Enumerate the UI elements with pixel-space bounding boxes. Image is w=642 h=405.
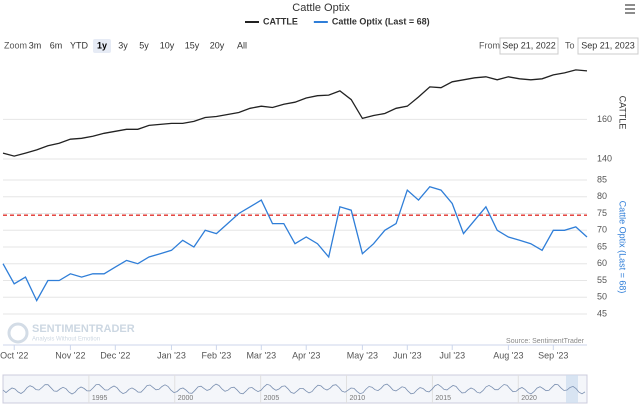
y-tick-label: 85	[597, 174, 607, 184]
watermark-name: SENTIMENTRADER	[32, 323, 135, 335]
navigator[interactable]	[2, 374, 588, 404]
navigator-window[interactable]	[566, 375, 578, 403]
to-input[interactable]	[577, 37, 639, 55]
x-tick-label: Dec '22	[100, 350, 130, 360]
y-tick-label: 80	[597, 191, 607, 201]
range-button[interactable]: 6m	[50, 40, 63, 50]
watermark-logo	[7, 322, 29, 344]
x-tick-label: Mar '23	[246, 350, 276, 360]
y-axis-title: CATTLE	[618, 96, 628, 130]
y-tick-label: 140	[597, 153, 612, 163]
x-tick-label: Jan '23	[157, 350, 186, 360]
from-label: From	[479, 40, 500, 50]
y-tick-label: 50	[597, 292, 607, 302]
navigator-label: 2020	[521, 395, 537, 402]
navigator-line	[2, 383, 586, 395]
y-tick-label: 55	[597, 275, 607, 285]
x-tick-label: Jun '23	[393, 350, 422, 360]
y-tick-label: 160	[597, 114, 612, 124]
range-button[interactable]: 5y	[139, 40, 149, 50]
x-tick-label: Jul '23	[439, 350, 465, 360]
y-tick-label: 70	[597, 225, 607, 235]
y-tick-label: 75	[597, 208, 607, 218]
legend-label[interactable]: CATTLE	[263, 16, 298, 26]
range-button[interactable]: YTD	[70, 40, 89, 50]
watermark: SENTIMENTRADER Analysis Without Emotion	[7, 322, 135, 344]
credit: Source: SentimentTrader	[506, 338, 585, 345]
range-button[interactable]: 10y	[160, 40, 175, 50]
y-tick-label: 65	[597, 241, 607, 251]
to-label: To	[565, 40, 575, 50]
legend-label[interactable]: Cattle Optix (Last = 68)	[332, 16, 430, 26]
navigator-label: 2005	[264, 395, 280, 402]
from-date[interactable]: Sep 21, 2022	[502, 40, 556, 50]
menu-icon[interactable]	[625, 4, 635, 14]
legend-item[interactable]: Cattle Optix (Last = 68)	[313, 16, 430, 26]
range-button[interactable]: 20y	[210, 40, 225, 50]
y-tick-label: 45	[597, 308, 607, 318]
x-tick-label: Feb '23	[202, 350, 232, 360]
navigator-label: 1995	[92, 395, 108, 402]
range-button[interactable]: 3m	[29, 40, 42, 50]
y-tick-label: 60	[597, 258, 607, 268]
chart-title: Cattle Optix	[292, 2, 350, 14]
x-tick-label: Oct '22	[0, 350, 28, 360]
from-input[interactable]	[499, 37, 559, 55]
navigator-label: 2010	[350, 395, 366, 402]
range-button[interactable]: 1y	[97, 40, 107, 50]
menu-button[interactable]	[622, 2, 638, 16]
y-axis-title: Cattle Optix (Last = 68)	[618, 201, 628, 294]
series-line	[2, 69, 588, 157]
legend-item[interactable]: CATTLE	[245, 16, 298, 26]
x-tick-label: Sep '23	[538, 350, 568, 360]
watermark-tagline: Analysis Without Emotion	[32, 337, 100, 343]
x-tick-label: Nov '22	[55, 350, 85, 360]
range-button[interactable]: 15y	[185, 40, 200, 50]
x-tick-label: Apr '23	[292, 350, 320, 360]
range-button[interactable]: All	[237, 40, 247, 50]
series-line	[2, 185, 588, 303]
x-tick-label: Aug '23	[493, 350, 523, 360]
zoom-label: Zoom	[4, 40, 27, 50]
range-button[interactable]: 3y	[118, 40, 128, 50]
navigator-label: 2000	[178, 395, 194, 402]
x-tick-label: May '23	[347, 350, 378, 360]
range-button-bg[interactable]	[93, 39, 111, 53]
to-date[interactable]: Sep 21, 2023	[581, 40, 635, 50]
navigator-label: 2015	[435, 395, 451, 402]
